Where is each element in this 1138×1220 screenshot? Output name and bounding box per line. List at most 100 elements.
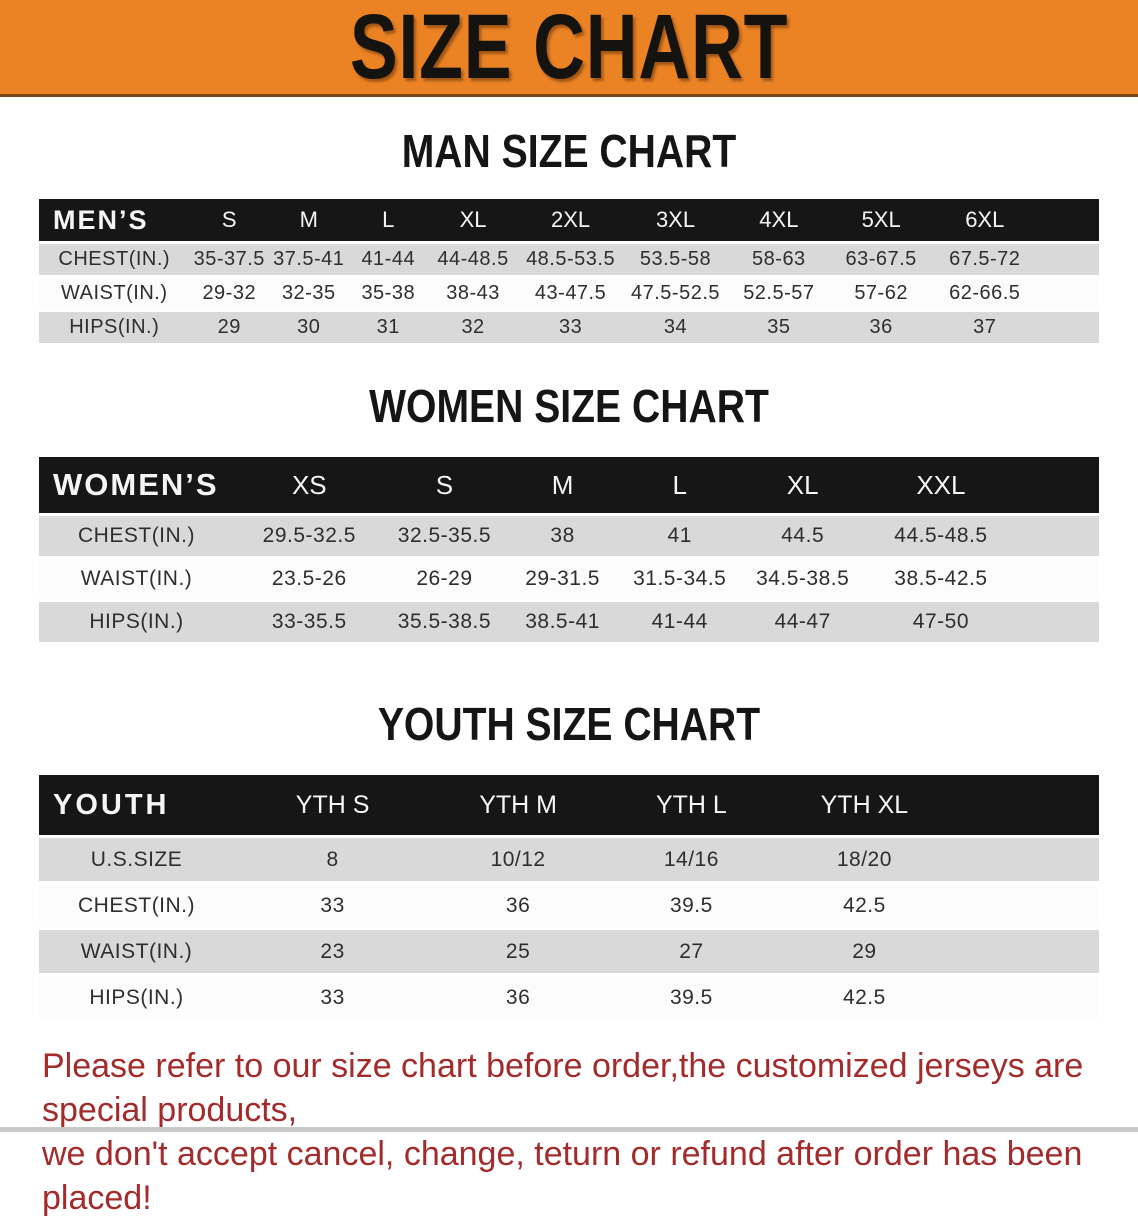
size-column-header: 4XL — [727, 199, 830, 241]
row-label-cell: CHEST(IN.) — [39, 884, 235, 927]
value-cell: 37 — [932, 312, 1099, 343]
size-column-header: M — [504, 457, 621, 513]
row-label-cell: HIPS(IN.) — [39, 976, 235, 1019]
table-header-row: MEN’S S M L XL 2XL 3XL 4XL 5XL 6XL — [39, 199, 1099, 241]
value-cell: 14/16 — [605, 838, 778, 881]
row-label-cell: WAIST(IN.) — [39, 559, 235, 599]
row-label-cell: U.S.SIZE — [39, 838, 235, 881]
value-cell: 34.5-38.5 — [738, 559, 867, 599]
size-column-header: 6XL — [932, 199, 1099, 241]
measurement-row: HIPS(IN.) 29 30 31 32 33 34 35 36 37 — [39, 312, 1099, 343]
value-cell: 41-44 — [620, 602, 739, 642]
value-cell: 38 — [504, 516, 621, 556]
value-cell: 57-62 — [829, 278, 933, 309]
value-cell: 38-43 — [428, 278, 519, 309]
table-title-cell: MEN’S — [39, 199, 190, 241]
value-cell: 8 — [234, 838, 432, 881]
section-men: MAN SIZE CHART MEN’S S M L XL 2XL 3XL 4XL 5XL 6XL… — [0, 127, 1138, 346]
size-column-header: YTH M — [431, 775, 606, 835]
size-column-header: YTH S — [234, 775, 432, 835]
measurement-row: WAIST(IN.) 23 25 27 29 — [39, 930, 1099, 973]
size-column-header: S — [384, 457, 505, 513]
footer-notice: Please refer to our size chart before or… — [0, 1044, 1138, 1220]
size-column-header: L — [620, 457, 739, 513]
value-cell: 18/20 — [777, 838, 1099, 881]
value-cell: 53.5-58 — [623, 244, 728, 275]
size-column-header: YTH L — [605, 775, 778, 835]
value-cell: 29 — [189, 312, 270, 343]
value-cell: 67.5-72 — [932, 244, 1099, 275]
measurement-row: HIPS(IN.) 33 36 39.5 42.5 — [39, 976, 1099, 1019]
value-cell: 42.5 — [777, 976, 1099, 1019]
table-header-row: WOMEN’S XS S M L XL XXL — [39, 457, 1099, 513]
value-cell: 27 — [605, 930, 778, 973]
table-header-row: YOUTH YTH S YTH M YTH L YTH XL — [39, 775, 1099, 835]
value-cell: 31 — [348, 312, 429, 343]
size-column-header: YTH XL — [777, 775, 1099, 835]
measurement-row: CHEST(IN.) 29.5-32.5 32.5-35.5 38 41 44.5 44.5… — [39, 516, 1099, 556]
value-cell: 38.5-42.5 — [866, 559, 1099, 599]
row-label-cell: HIPS(IN.) — [39, 312, 190, 343]
row-label-cell: WAIST(IN.) — [39, 930, 235, 973]
value-cell: 37.5-41 — [269, 244, 349, 275]
size-column-header: XXL — [866, 457, 1099, 513]
notice-line-1: Please refer to our size chart before or… — [42, 1047, 1084, 1129]
value-cell: 44.5-48.5 — [866, 516, 1099, 556]
size-column-header: 2XL — [518, 199, 624, 241]
value-cell: 41-44 — [348, 244, 429, 275]
row-label-cell: CHEST(IN.) — [39, 244, 190, 275]
value-cell: 23 — [234, 930, 432, 973]
value-cell: 44-47 — [738, 602, 867, 642]
size-column-header: S — [189, 199, 270, 241]
measurement-row: CHEST(IN.) 35-37.5 37.5-41 41-44 44-48.5 48.5… — [39, 244, 1099, 275]
value-cell: 43-47.5 — [518, 278, 624, 309]
value-cell: 63-67.5 — [829, 244, 933, 275]
value-cell: 44-48.5 — [428, 244, 519, 275]
notice-line-2: we don't accept cancel, change, teturn o… — [42, 1135, 1083, 1217]
youth-section-heading: YOUTH SIZE CHART — [377, 698, 761, 750]
value-cell: 58-63 — [727, 244, 830, 275]
value-cell: 39.5 — [605, 884, 778, 927]
size-column-header: M — [269, 199, 349, 241]
row-label-cell: HIPS(IN.) — [39, 602, 235, 642]
men-section-heading: MAN SIZE CHART — [401, 125, 737, 177]
value-cell: 29-31.5 — [504, 559, 621, 599]
table-title-cell: WOMEN’S — [39, 457, 235, 513]
value-cell: 32 — [428, 312, 519, 343]
value-cell: 33-35.5 — [234, 602, 385, 642]
size-column-header: L — [348, 199, 429, 241]
value-cell: 32.5-35.5 — [384, 516, 505, 556]
section-women: WOMEN SIZE CHART WOMEN’S XS S M L XL XXL CHEST(… — [0, 382, 1138, 645]
value-cell: 33 — [234, 884, 432, 927]
size-column-header: 5XL — [829, 199, 933, 241]
value-cell: 52.5-57 — [727, 278, 830, 309]
value-cell: 36 — [829, 312, 933, 343]
women-section-heading: WOMEN SIZE CHART — [369, 380, 769, 432]
photo-bottom-edge — [0, 1127, 1138, 1132]
measurement-row: WAIST(IN.) 29-32 32-35 35-38 38-43 43-47.5 47.… — [39, 278, 1099, 309]
value-cell: 23.5-26 — [234, 559, 385, 599]
table-title-cell: YOUTH — [39, 775, 235, 835]
value-cell: 35.5-38.5 — [384, 602, 505, 642]
page-title: SIZE CHART — [349, 0, 789, 98]
value-cell: 62-66.5 — [932, 278, 1099, 309]
value-cell: 25 — [431, 930, 606, 973]
size-column-header: XS — [234, 457, 385, 513]
value-cell: 36 — [431, 976, 606, 1019]
row-label-cell: CHEST(IN.) — [39, 516, 235, 556]
value-cell: 10/12 — [431, 838, 606, 881]
value-cell: 38.5-41 — [504, 602, 621, 642]
value-cell: 29-32 — [189, 278, 270, 309]
value-cell: 34 — [623, 312, 728, 343]
value-cell: 41 — [620, 516, 739, 556]
size-column-header: 3XL — [623, 199, 728, 241]
value-cell: 44.5 — [738, 516, 867, 556]
value-cell: 35-38 — [348, 278, 429, 309]
value-cell: 42.5 — [777, 884, 1099, 927]
value-cell: 36 — [431, 884, 606, 927]
size-column-header: XL — [738, 457, 867, 513]
value-cell: 30 — [269, 312, 349, 343]
value-cell: 35-37.5 — [189, 244, 270, 275]
measurement-row: CHEST(IN.) 33 36 39.5 42.5 — [39, 884, 1099, 927]
